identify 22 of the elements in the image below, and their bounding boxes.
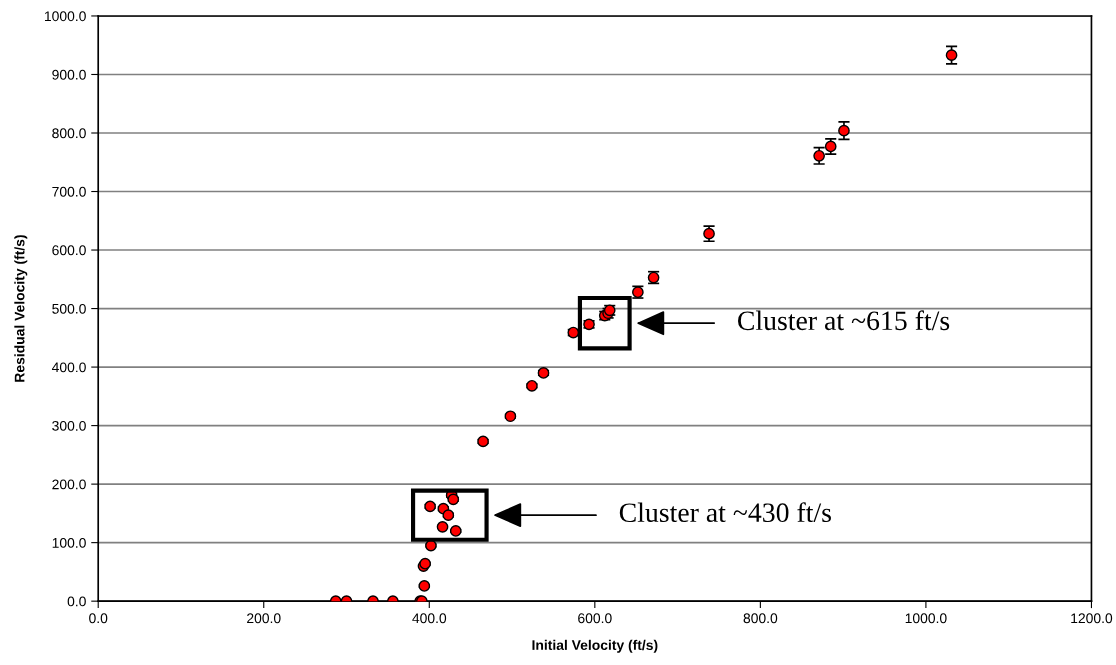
y-tick-label: 800.0 bbox=[52, 128, 86, 139]
x-axis-title: Initial Velocity (ft/s) bbox=[532, 639, 658, 653]
y-tick-label: 300.0 bbox=[52, 420, 86, 431]
x-tick-label: 400.0 bbox=[412, 613, 447, 624]
y-tick-label: 900.0 bbox=[52, 69, 86, 80]
y-axis-title: Residual Velocity (ft/s) bbox=[14, 235, 28, 382]
x-tick-label: 1000.0 bbox=[905, 613, 947, 624]
x-tick-label: 1200.0 bbox=[1071, 613, 1113, 624]
y-tick-label: 100.0 bbox=[52, 537, 86, 548]
x-tick-label: 0.0 bbox=[89, 613, 108, 624]
y-tick-label: 1000.0 bbox=[44, 11, 86, 22]
annotation: Cluster at ~430 ft/s bbox=[619, 502, 831, 523]
x-tick-label: 800.0 bbox=[743, 613, 778, 624]
annotation: Cluster at ~615 ft/s bbox=[738, 310, 950, 331]
y-tick-label: 500.0 bbox=[52, 303, 86, 314]
y-tick-label: 600.0 bbox=[52, 245, 86, 256]
y-tick-label: 0.0 bbox=[67, 596, 86, 607]
x-tick-label: 600.0 bbox=[578, 613, 612, 624]
y-tick-label: 200.0 bbox=[52, 479, 86, 490]
y-tick-label: 400.0 bbox=[51, 362, 86, 373]
y-tick-label: 700.0 bbox=[52, 186, 86, 197]
x-tick-label: 200.0 bbox=[247, 613, 281, 624]
